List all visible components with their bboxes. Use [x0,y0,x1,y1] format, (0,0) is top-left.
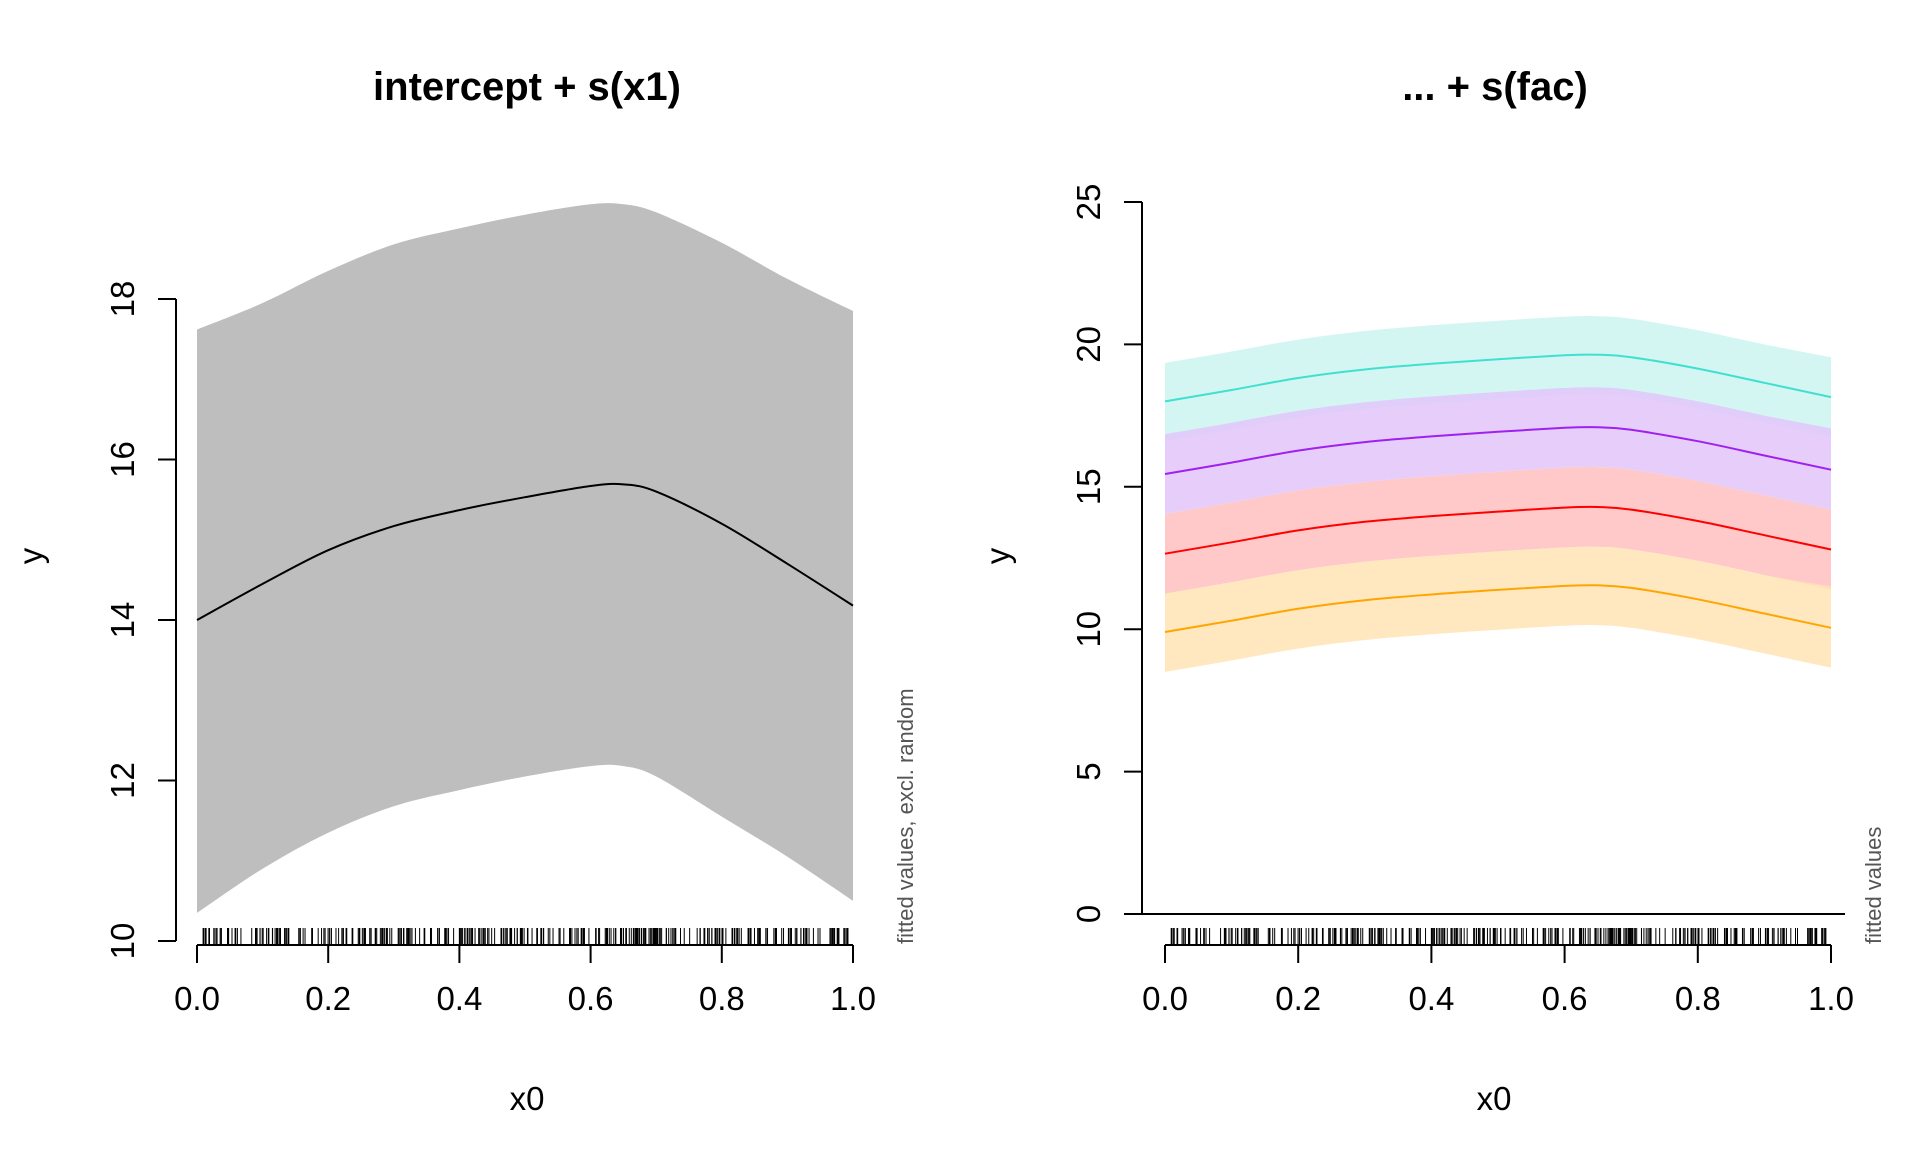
x-axis-label: x0 [510,1080,545,1117]
y-axis-label: y [979,547,1016,564]
fit-line-0 [1164,353,1832,403]
y-tick-label: 14 [104,602,141,639]
y-tick-label: 10 [104,923,141,960]
fit-line-3 [1164,584,1832,633]
fit-line-0 [196,482,854,621]
y-tick-label: 5 [1070,762,1107,780]
confidence-band-0 [197,203,853,913]
y-tick-label: 15 [1070,468,1107,505]
rug-ticks [202,928,849,946]
x-tick-label: 0.8 [699,980,745,1017]
confidence-band-3 [1165,546,1831,672]
x-tick-label: 0.2 [305,980,351,1017]
chart-title: intercept + s(x1) [373,65,681,109]
chart-title: ... + s(fac) [1402,65,1588,109]
x-tick-label: 0.2 [1275,980,1321,1017]
confidence-bands [1165,316,1831,672]
left-panel: intercept + s(x1) 0.0 0.2 0.4 0.6 0.8 1.0 10 12… [12,65,918,1117]
x-tick-label: 0.0 [1142,980,1188,1017]
axes: 0.0 0.2 0.4 0.6 0.8 1.0 10 12 14 16 18 [104,281,876,1017]
right-panel: ... + s(fac) 0.0 0.2 0.4 0.6 0.8 1.0 0 5 10 15 20 2… [979,65,1886,1117]
x-tick-label: 1.0 [830,980,876,1017]
y-tick-label: 25 [1070,184,1107,221]
side-note: fitted values [1861,827,1886,944]
x-axis-label: x0 [1477,1080,1512,1117]
y-tick-label: 18 [104,281,141,318]
x-tick-label: 0.4 [1408,980,1454,1017]
rug-ticks [1170,928,1827,946]
y-tick-label: 10 [1070,611,1107,648]
y-tick-label: 20 [1070,326,1107,363]
x-tick-label: 0.0 [174,980,220,1017]
y-tick-label: 0 [1070,905,1107,923]
x-tick-label: 0.6 [568,980,614,1017]
y-tick-label: 16 [104,441,141,478]
fitted-lines [1164,353,1832,633]
confidence-bands [197,203,853,913]
x-tick-label: 1.0 [1808,980,1854,1017]
x-tick-label: 0.4 [436,980,482,1017]
fitted-lines [196,482,854,621]
axes: 0.0 0.2 0.4 0.6 0.8 1.0 0 5 10 15 20 25 [1070,184,1854,1017]
fit-line-1 [1164,426,1832,475]
confidence-band-2 [1165,466,1831,594]
y-tick-label: 12 [104,762,141,799]
y-axis-label: y [12,547,49,564]
fit-line-2 [1164,505,1832,555]
x-tick-label: 0.8 [1675,980,1721,1017]
x-tick-label: 0.6 [1542,980,1588,1017]
side-note: fitted values, excl. random [893,688,918,944]
confidence-band-1 [1165,387,1831,514]
